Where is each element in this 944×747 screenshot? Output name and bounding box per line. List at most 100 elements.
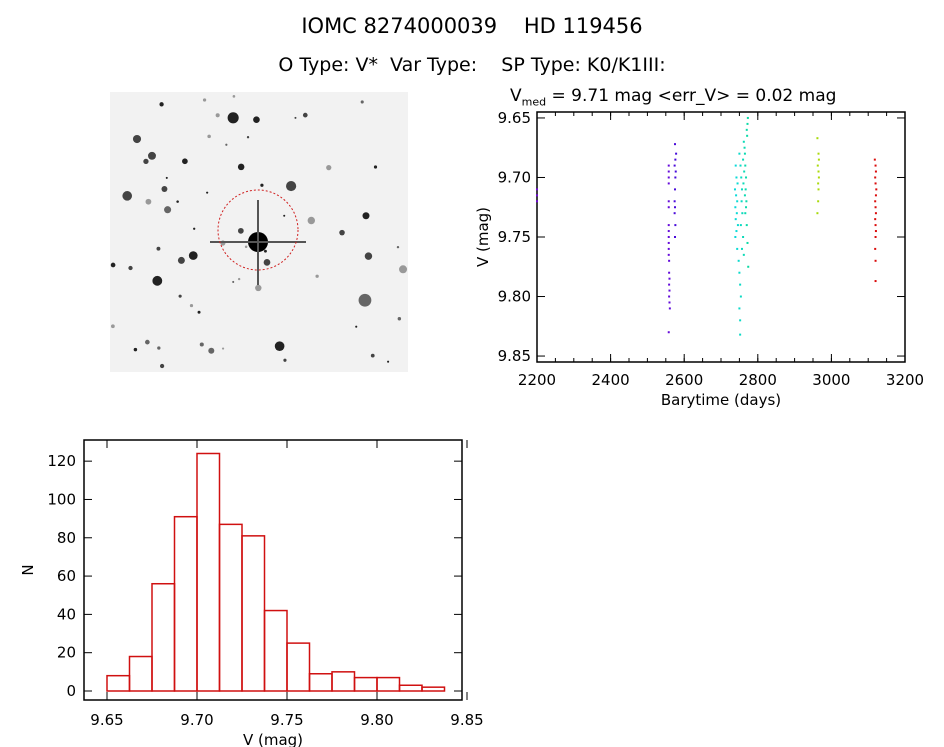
star xyxy=(152,275,163,286)
y-tick-label: 9.70 xyxy=(498,168,531,186)
data-point xyxy=(735,176,738,179)
star xyxy=(370,353,375,358)
histogram-bar xyxy=(353,676,378,692)
data-point xyxy=(740,188,743,191)
data-point xyxy=(739,164,742,167)
star xyxy=(143,158,149,164)
data-point xyxy=(737,259,740,262)
aperture-circle xyxy=(217,189,299,271)
data-point xyxy=(667,230,670,233)
data-point xyxy=(734,164,737,167)
x-tick-label: 3200 xyxy=(886,371,924,389)
x-tick-label: 9.70 xyxy=(180,711,213,729)
star xyxy=(326,164,332,171)
star xyxy=(193,227,196,230)
star xyxy=(178,294,182,298)
histogram-bar xyxy=(151,582,176,692)
data-point xyxy=(874,224,877,227)
data-point xyxy=(874,230,877,233)
star xyxy=(307,216,316,225)
data-point xyxy=(674,143,676,146)
star xyxy=(159,102,164,107)
star xyxy=(286,180,297,192)
data-point xyxy=(744,164,747,167)
data-point xyxy=(817,152,820,155)
data-point xyxy=(736,247,739,250)
data-point xyxy=(734,206,737,209)
data-point xyxy=(746,116,749,119)
data-point xyxy=(668,277,671,280)
star xyxy=(237,227,244,234)
data-point xyxy=(536,194,538,197)
star xyxy=(159,363,165,369)
star xyxy=(197,310,201,314)
data-point xyxy=(816,137,819,140)
data-point xyxy=(667,253,670,256)
star xyxy=(283,358,287,362)
data-point xyxy=(746,134,749,137)
data-point xyxy=(743,146,746,149)
data-point xyxy=(735,194,738,197)
histogram-bar xyxy=(286,642,311,692)
star xyxy=(148,151,156,160)
data-point xyxy=(733,188,736,191)
y-tick-label: 120 xyxy=(47,452,76,470)
star xyxy=(156,246,161,251)
data-point xyxy=(668,271,671,274)
data-point xyxy=(667,164,670,167)
histogram-bar xyxy=(331,671,356,692)
data-point xyxy=(735,212,738,215)
data-point xyxy=(667,236,670,238)
data-point xyxy=(674,188,676,191)
vmed-v: V xyxy=(510,86,522,106)
star xyxy=(122,191,133,201)
histogram-bar xyxy=(241,535,266,692)
data-point xyxy=(742,253,745,256)
star xyxy=(274,341,285,351)
x-tick-label: 2200 xyxy=(518,371,556,389)
x-axis-label: V (mag) xyxy=(243,731,303,747)
y-tick-label: 60 xyxy=(57,567,76,585)
data-point xyxy=(667,241,670,244)
star xyxy=(339,229,345,236)
data-point xyxy=(667,182,670,185)
star xyxy=(164,206,172,214)
histogram-bar xyxy=(218,523,243,692)
data-point xyxy=(736,200,739,203)
y-tick-label: 9.75 xyxy=(498,228,531,246)
star xyxy=(206,191,209,194)
data-point xyxy=(743,170,746,173)
star xyxy=(145,339,150,345)
data-point xyxy=(668,289,671,292)
data-point xyxy=(874,206,877,209)
data-point xyxy=(668,301,671,304)
data-point xyxy=(874,194,877,197)
data-point xyxy=(674,236,676,238)
star xyxy=(237,163,245,171)
star xyxy=(373,165,378,169)
data-point xyxy=(739,283,742,286)
star xyxy=(145,198,152,205)
x-axis-label: Barytime (days) xyxy=(661,391,781,409)
histogram-bar xyxy=(263,609,288,692)
data-point xyxy=(874,170,877,173)
data-point xyxy=(675,152,678,155)
data-point xyxy=(674,170,677,173)
data-point xyxy=(740,247,743,250)
data-point xyxy=(736,224,739,227)
star xyxy=(263,249,267,253)
data-point xyxy=(873,158,876,161)
vmed-text: = 9.71 mag <err_V> = 0.02 mag xyxy=(546,86,837,106)
star xyxy=(358,293,372,307)
star xyxy=(199,342,204,347)
y-tick-label: 20 xyxy=(57,644,76,662)
histogram-bar xyxy=(128,655,153,692)
data-point xyxy=(668,283,671,286)
star xyxy=(397,317,402,321)
data-point xyxy=(742,158,745,161)
star xyxy=(387,360,390,363)
star xyxy=(244,245,248,248)
star xyxy=(255,284,262,292)
chart-title: IOMC 8274000039 HD 119456 xyxy=(301,14,643,38)
